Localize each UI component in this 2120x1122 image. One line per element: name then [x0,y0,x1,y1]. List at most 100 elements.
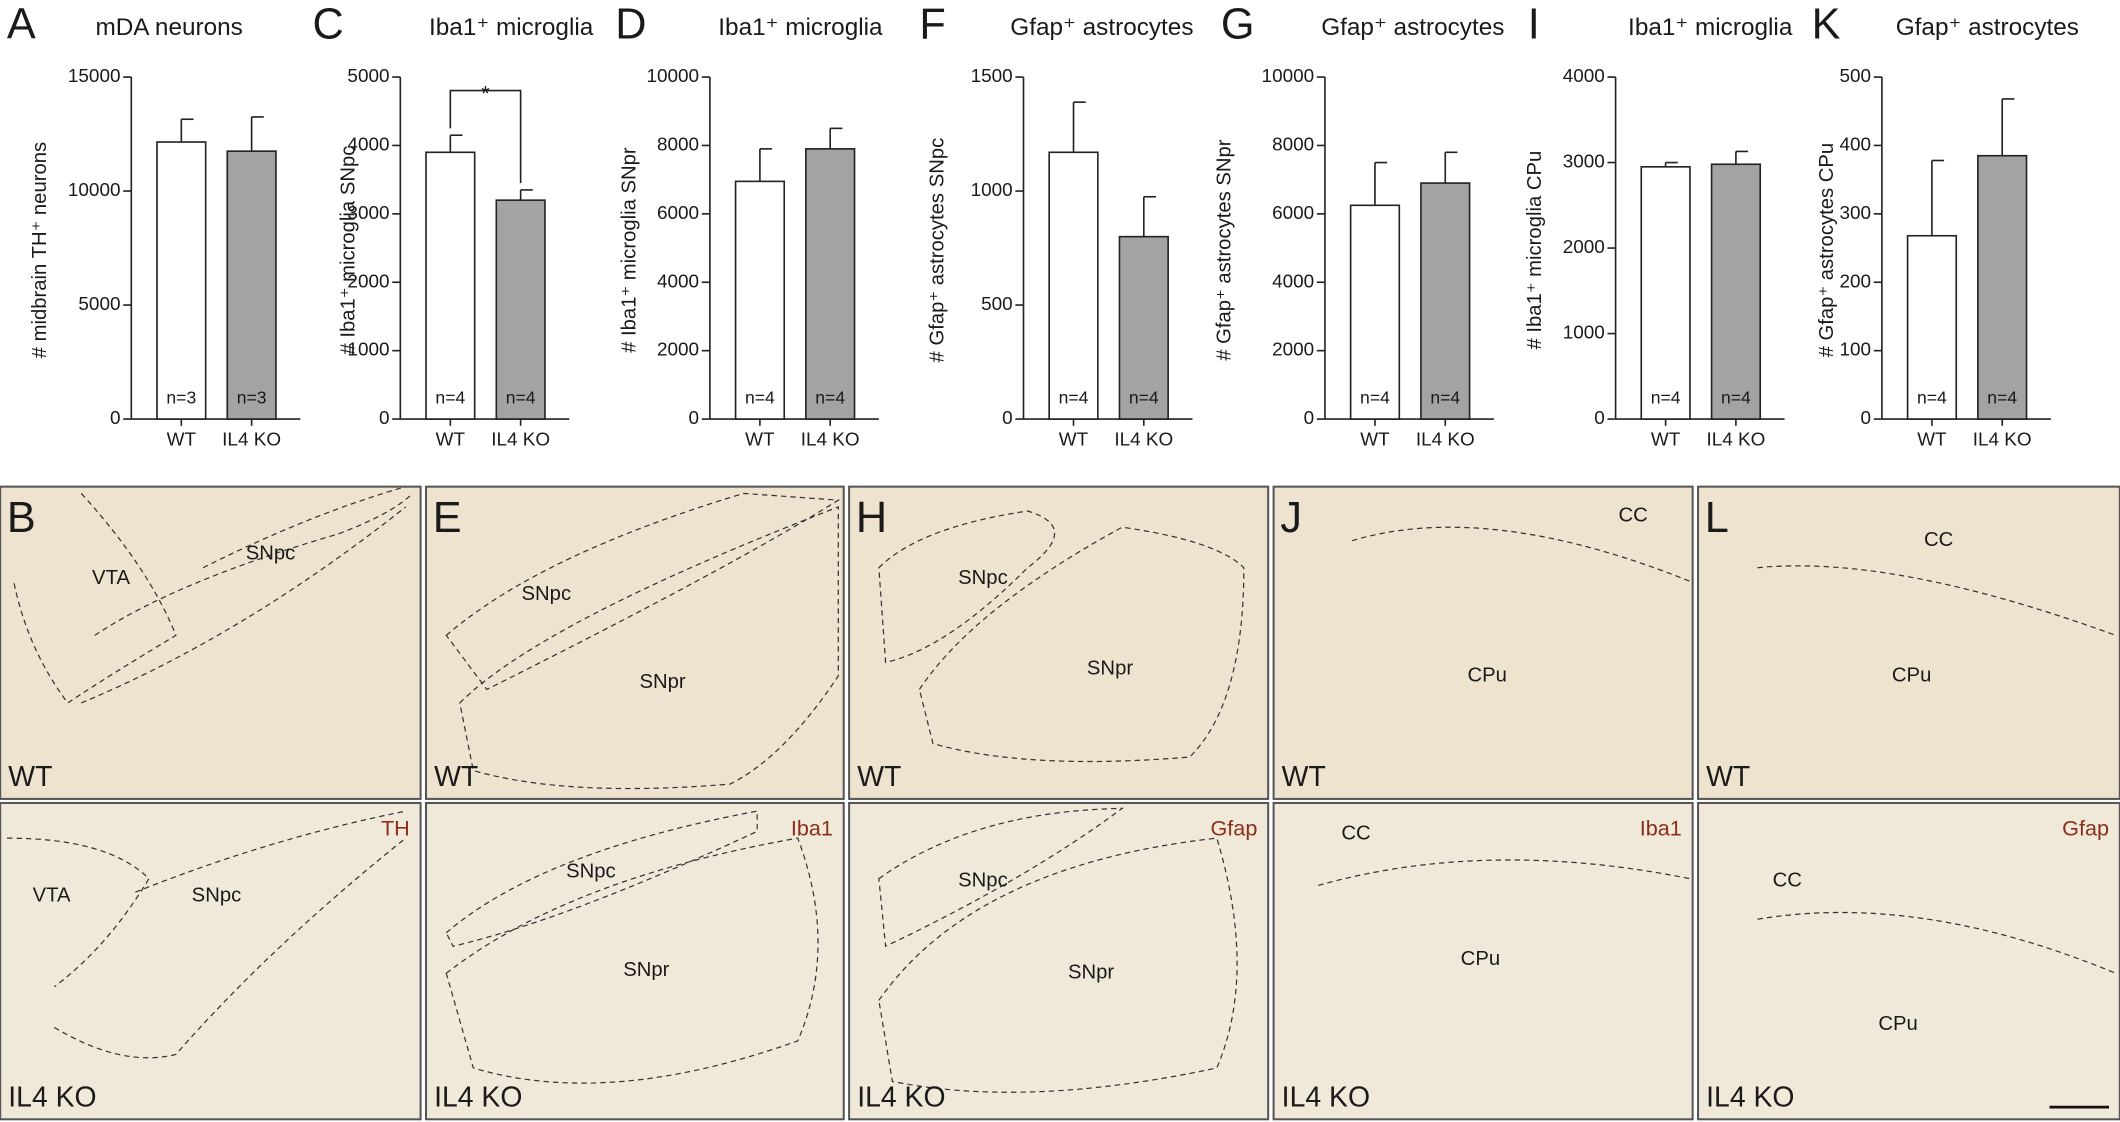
region-label: CPu [1461,948,1500,970]
x-tick-label: IL4 KO [222,430,281,451]
panel-letter: G [1221,0,1255,48]
x-tick-label: IL4 KO [1973,430,2032,451]
condition-label: IL4 KO [8,1082,96,1114]
y-axis-label: # Gfap⁺ astrocytes CPu [1816,143,1838,358]
micrograph [424,801,845,1121]
n-label: n=4 [1430,387,1460,407]
x-tick-label: WT [1651,430,1681,451]
bar [1420,182,1471,420]
panel-letter: K [1812,0,1841,48]
y-tick-label: 500 [1840,66,1872,87]
condition-label: WT [434,761,478,793]
n-label: n=4 [1651,387,1681,407]
y-tick-label: 3000 [1563,152,1605,173]
condition-label: WT [857,761,901,793]
micrograph [1272,485,1694,800]
stain-label: Gfap [2062,816,2109,841]
micrograph [848,485,1270,800]
x-tick-label: IL4 KO [1114,430,1173,451]
region-label: SNpc [958,567,1008,589]
y-tick-label: 2000 [347,271,389,292]
region-label: SNpc [246,543,296,565]
n-label: n=4 [1360,387,1390,407]
region-label: SNpc [566,860,616,882]
condition-label: IL4 KO [434,1082,522,1114]
y-tick-label: 0 [1594,408,1605,429]
y-tick-label: 400 [1840,134,1872,155]
x-tick-label: IL4 KO [1416,430,1475,451]
chart-title: mDA neurons [95,14,242,41]
stain-label: Iba1 [1640,816,1682,841]
y-tick-label: 2000 [657,340,699,361]
chart-title: Iba1⁺ microglia [1628,14,1793,41]
chart-title: Gfap⁺ astrocytes [1010,14,1193,41]
y-tick-label: 10000 [646,66,699,87]
bar [1710,163,1762,420]
y-axis-label: # Iba1⁺ microglia CPu [1524,151,1546,350]
y-tick-label: 0 [110,408,121,429]
y-tick-label: 5000 [347,66,389,87]
chart-title: Iba1⁺ microglia [429,14,594,41]
y-tick-label: 1500 [971,66,1013,87]
region-label: SNpr [1087,658,1133,680]
region-label: CPu [1878,1013,1917,1035]
chart-title: Gfap⁺ astrocytes [1321,14,1504,41]
bar [425,151,476,420]
x-tick-label: IL4 KO [801,430,860,451]
y-axis-label: # midbrain TH⁺ neurons [29,142,51,358]
condition-label: WT [8,761,52,793]
condition-label: IL4 KO [1282,1082,1370,1114]
region-outline [445,810,819,1084]
bar [156,141,207,420]
n-label: n=4 [745,387,775,407]
y-tick-label: 1000 [1563,323,1605,344]
y-tick-label: 0 [1861,408,1872,429]
micrograph [1697,485,2120,800]
y-tick-label: 4000 [347,134,389,155]
y-tick-label: 8000 [657,134,699,155]
region-label: SNpr [1068,962,1114,984]
y-tick-label: 1000 [347,340,389,361]
bar [1349,204,1401,420]
bar [734,180,786,420]
n-label: n=4 [1987,387,2017,407]
y-tick-label: 0 [1304,408,1315,429]
panel-letter: A [7,0,36,48]
region-label: VTA [33,885,71,907]
x-tick-label: WT [1917,430,1947,451]
y-axis-label: # Iba1⁺ microglia SNpr [618,147,640,353]
n-label: n=3 [237,387,267,407]
panel-letter: C [312,0,343,48]
y-tick-label: 6000 [657,203,699,224]
significance-label: * [481,80,490,105]
y-axis-label: # Gfap⁺ astrocytes SNpr [1213,139,1235,361]
micrograph [848,801,1270,1121]
n-label: n=4 [1059,387,1089,407]
region-outline [878,807,1238,1093]
region-label: CPu [1892,664,1931,686]
condition-label: IL4 KO [857,1082,945,1114]
n-label: n=4 [815,387,845,407]
y-tick-label: 8000 [1272,134,1314,155]
condition-label: WT [1706,761,1750,793]
micrograph [0,801,422,1121]
stain-label: TH [381,816,410,841]
micrograph [1697,801,2120,1121]
n-label: n=4 [1129,387,1159,407]
y-axis-label: # Gfap⁺ astrocytes SNpc [927,138,949,363]
y-tick-label: 5000 [78,294,120,315]
chart-title: Iba1⁺ microglia [718,14,883,41]
panel-letter: B [7,494,36,542]
x-tick-label: WT [436,430,466,451]
n-label: n=4 [435,387,465,407]
region-outline [1318,526,1691,887]
y-tick-label: 100 [1840,340,1872,361]
region-label: CC [1773,870,1802,892]
y-tick-label: 2000 [1272,340,1314,361]
x-tick-label: IL4 KO [1706,430,1765,451]
region-label: SNpr [623,959,669,981]
panel-letter: I [1528,0,1540,48]
region-outline [445,492,841,790]
region-label: SNpc [522,583,572,605]
